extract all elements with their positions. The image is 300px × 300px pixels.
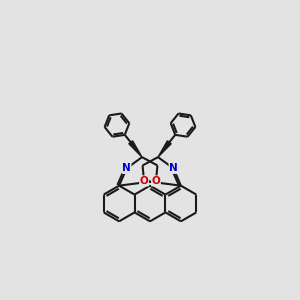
Text: N: N [122, 164, 131, 173]
Text: N: N [169, 164, 178, 173]
Text: O: O [152, 176, 160, 186]
Text: O: O [140, 176, 148, 186]
Polygon shape [158, 141, 171, 157]
Polygon shape [129, 141, 142, 157]
